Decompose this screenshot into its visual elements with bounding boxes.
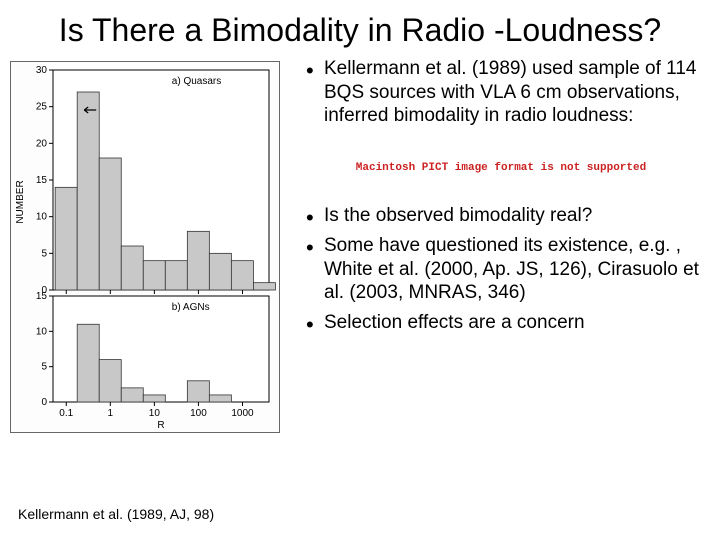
svg-text:1: 1: [108, 408, 114, 419]
svg-text:5: 5: [41, 248, 47, 259]
histogram-figure: 051015202530a) Quasars0510150.1110100100…: [10, 61, 280, 433]
svg-text:0.1: 0.1: [59, 408, 73, 419]
content-row: 051015202530a) Quasars0510150.1110100100…: [0, 57, 720, 433]
right-column: Kellermann et al. (1989) used sample of …: [302, 57, 710, 433]
bullet-item: Kellermann et al. (1989) used sample of …: [302, 57, 700, 128]
histogram-svg: 051015202530a) Quasars0510150.1110100100…: [11, 62, 279, 432]
svg-text:R: R: [157, 420, 164, 431]
svg-text:b) AGNs: b) AGNs: [172, 302, 210, 313]
page-title: Is There a Bimodality in Radio -Loudness…: [0, 0, 720, 57]
svg-text:100: 100: [190, 408, 207, 419]
bullet-item: Some have questioned its existence, e.g.…: [302, 234, 700, 305]
svg-text:30: 30: [36, 65, 48, 76]
left-column: 051015202530a) Quasars0510150.1110100100…: [10, 57, 290, 433]
svg-text:10: 10: [36, 326, 48, 337]
bullet-list-bottom: Is the observed bimodality real? Some ha…: [302, 204, 700, 335]
svg-text:NUMBER: NUMBER: [15, 180, 26, 223]
svg-text:10: 10: [149, 408, 161, 419]
svg-text:1000: 1000: [231, 408, 254, 419]
pict-message: Macintosh PICT image format is not suppo…: [356, 162, 646, 175]
citation-text: Kellermann et al. (1989, AJ, 98): [18, 506, 214, 522]
svg-text:0: 0: [41, 397, 47, 408]
bullet-item: Is the observed bimodality real?: [302, 204, 700, 228]
svg-text:10: 10: [36, 211, 48, 222]
svg-text:15: 15: [36, 291, 48, 302]
pict-placeholder: Macintosh PICT image format is not suppo…: [302, 134, 700, 204]
svg-text:15: 15: [36, 175, 48, 186]
svg-text:5: 5: [41, 361, 47, 372]
svg-text:25: 25: [36, 101, 48, 112]
bullet-list-top: Kellermann et al. (1989) used sample of …: [302, 57, 700, 128]
svg-text:a) Quasars: a) Quasars: [172, 76, 221, 87]
svg-text:20: 20: [36, 138, 48, 149]
bullet-item: Selection effects are a concern: [302, 311, 700, 335]
